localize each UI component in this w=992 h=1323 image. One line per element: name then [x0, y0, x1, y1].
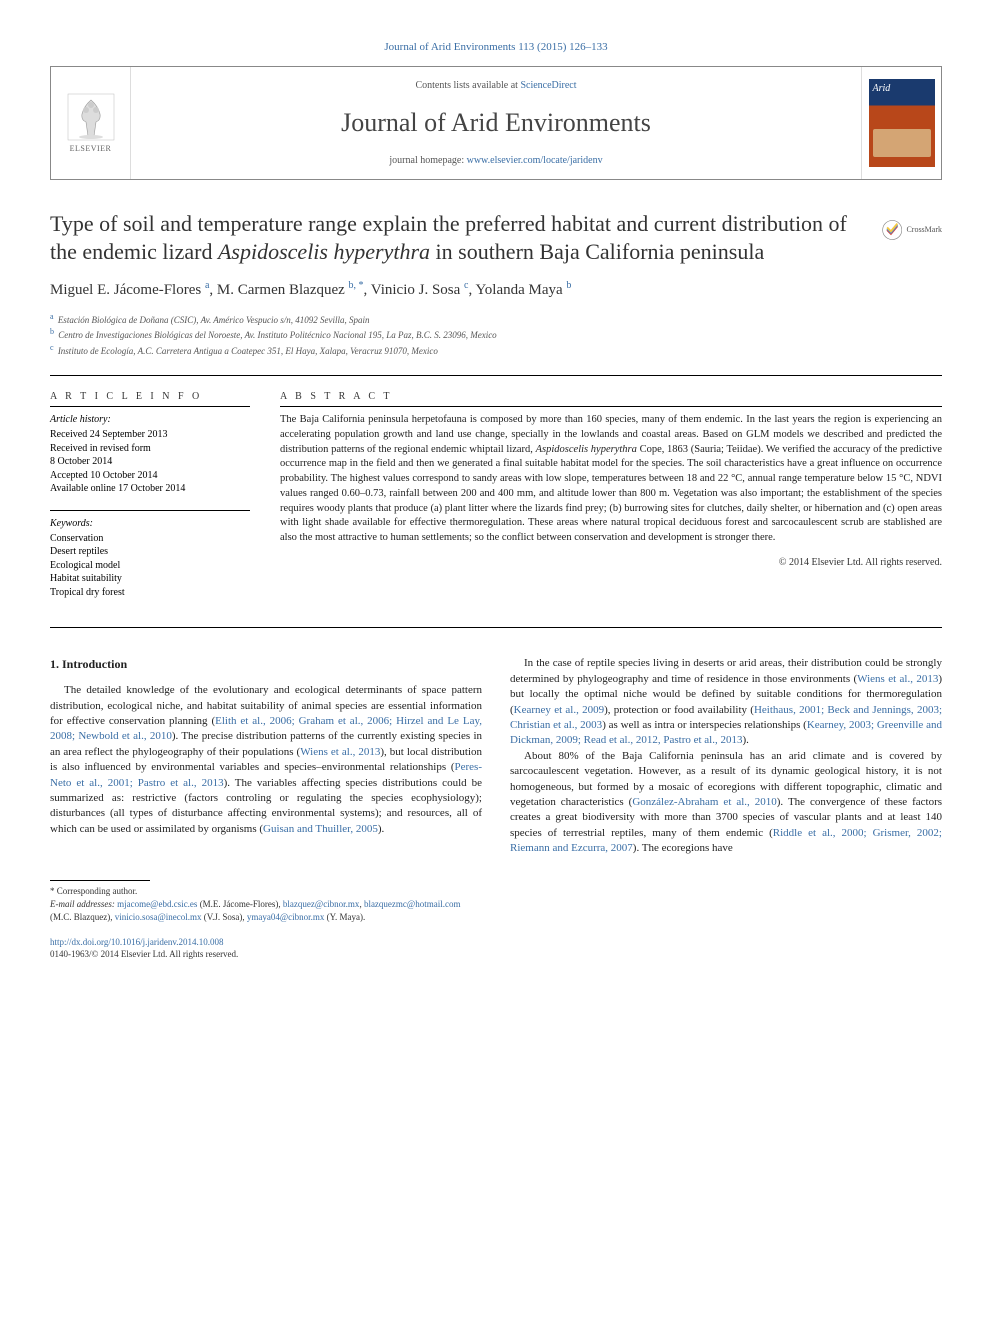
elsevier-logo: ELSEVIER [51, 67, 131, 179]
keywords-label: Keywords: [50, 517, 250, 530]
contents-available-line: Contents lists available at ScienceDirec… [141, 79, 851, 92]
elsevier-label: ELSEVIER [70, 144, 112, 154]
title-species-italic: Aspidoscelis hyperythra [218, 239, 430, 264]
abstract-heading: A B S T R A C T [280, 390, 942, 403]
history-item: Received in revised form [50, 442, 250, 456]
body-para-2: In the case of reptile species living in… [510, 656, 942, 748]
crossmark-icon [882, 214, 902, 246]
keyword-item: Desert reptiles [50, 545, 250, 559]
body-columns: 1. Introduction The detailed knowledge o… [50, 656, 942, 856]
ref-link[interactable]: González-Abraham et al., 2010 [632, 796, 776, 808]
divider-top [50, 375, 942, 376]
ref-link[interactable]: Wiens et al., 2013 [857, 673, 938, 685]
ref-link[interactable]: Kearney et al., 2009 [514, 704, 604, 716]
keyword-item: Tropical dry forest [50, 586, 250, 600]
email-link[interactable]: ymaya04@cibnor.mx [247, 912, 325, 922]
keyword-item: Conservation [50, 532, 250, 546]
homepage-prefix: journal homepage: [389, 155, 466, 166]
email-link[interactable]: mjacome@ebd.csic.es [117, 899, 197, 909]
history-item: Accepted 10 October 2014 [50, 469, 250, 483]
email-addresses: E-mail addresses: mjacome@ebd.csic.es (M… [50, 898, 470, 923]
article-info-column: A R T I C L E I N F O Article history: R… [50, 390, 250, 599]
email-link[interactable]: blazquezmc@hotmail.com [364, 899, 461, 909]
keyword-item: Ecological model [50, 559, 250, 573]
cover-thumbnail: Arid [869, 79, 935, 167]
crossmark-badge[interactable]: CrossMark [882, 210, 942, 250]
abstract-post: Cope, 1863 (Sauria; Teiidae). We verifie… [280, 444, 942, 543]
top-citation: Journal of Arid Environments 113 (2015) … [50, 40, 942, 54]
cover-map-graphic [873, 129, 931, 157]
journal-cover: Arid [861, 67, 941, 179]
divider-bottom [50, 627, 942, 628]
ref-link[interactable]: Guisan and Thuiller, 2005 [263, 823, 378, 835]
abstract-hr [280, 406, 942, 407]
ref-link[interactable]: Wiens et al., 2013 [300, 746, 380, 758]
email-link[interactable]: blazquez@cibnor.mx [283, 899, 360, 909]
affiliation-item: c Instituto de Ecología, A.C. Carretera … [50, 342, 942, 358]
affiliations: a Estación Biológica de Doñana (CSIC), A… [50, 311, 942, 358]
email-who: (V.J. Sosa), [202, 912, 247, 922]
email-who: (M.C. Blazquez), [50, 912, 115, 922]
homepage-line: journal homepage: www.elsevier.com/locat… [141, 154, 851, 167]
homepage-link[interactable]: www.elsevier.com/locate/jaridenv [467, 155, 603, 166]
history-item: Received 24 September 2013 [50, 428, 250, 442]
footnote-hr [50, 880, 150, 881]
affiliation-item: a Estación Biológica de Doñana (CSIC), A… [50, 311, 942, 327]
issn-copyright: 0140-1963/© 2014 Elsevier Ltd. All right… [50, 949, 942, 961]
authors-line: Miguel E. Jácome-Flores a, M. Carmen Bla… [50, 279, 942, 301]
abstract-column: A B S T R A C T The Baja California peni… [280, 390, 942, 599]
doi-link[interactable]: http://dx.doi.org/10.1016/j.jaridenv.201… [50, 937, 224, 947]
contents-prefix: Contents lists available at [415, 80, 520, 91]
title-part3: in southern Baja California peninsula [430, 239, 764, 264]
history-label: Article history: [50, 413, 250, 426]
corresponding-author-note: * Corresponding author. [50, 885, 470, 898]
header-center: Contents lists available at ScienceDirec… [131, 67, 861, 179]
abstract-species-italic: Aspidoscelis hyperythra [536, 444, 637, 455]
keyword-item: Habitat suitability [50, 572, 250, 586]
sciencedirect-link[interactable]: ScienceDirect [520, 80, 576, 91]
cover-title: Arid [869, 79, 935, 98]
affiliation-item: b Centro de Investigaciones Biológicas d… [50, 326, 942, 342]
crossmark-label: CrossMark [906, 225, 942, 235]
footnotes: * Corresponding author. E-mail addresses… [50, 874, 470, 923]
info-hr-1 [50, 406, 250, 407]
email-label: E-mail addresses: [50, 899, 115, 909]
elsevier-tree-icon [66, 92, 116, 142]
info-hr-2 [50, 510, 250, 511]
email-link[interactable]: vinicio.sosa@inecol.mx [115, 912, 202, 922]
article-title: Type of soil and temperature range expla… [50, 210, 872, 265]
journal-name: Journal of Arid Environments [141, 106, 851, 140]
abstract-copyright: © 2014 Elsevier Ltd. All rights reserved… [280, 556, 942, 569]
body-para-1: The detailed knowledge of the evolutiona… [50, 683, 482, 837]
journal-header-box: ELSEVIER Contents lists available at Sci… [50, 66, 942, 180]
body-para-3: About 80% of the Baja California peninsu… [510, 749, 942, 857]
email-who: (Y. Maya). [324, 912, 365, 922]
history-item: Available online 17 October 2014 [50, 482, 250, 496]
section-1-heading: 1. Introduction [50, 656, 482, 673]
abstract-text: The Baja California peninsula herpetofau… [280, 413, 942, 545]
doi-block: http://dx.doi.org/10.1016/j.jaridenv.201… [50, 937, 942, 960]
history-item: 8 October 2014 [50, 455, 250, 469]
email-who: (M.E. Jácome-Flores), [197, 899, 282, 909]
article-info-heading: A R T I C L E I N F O [50, 390, 250, 403]
